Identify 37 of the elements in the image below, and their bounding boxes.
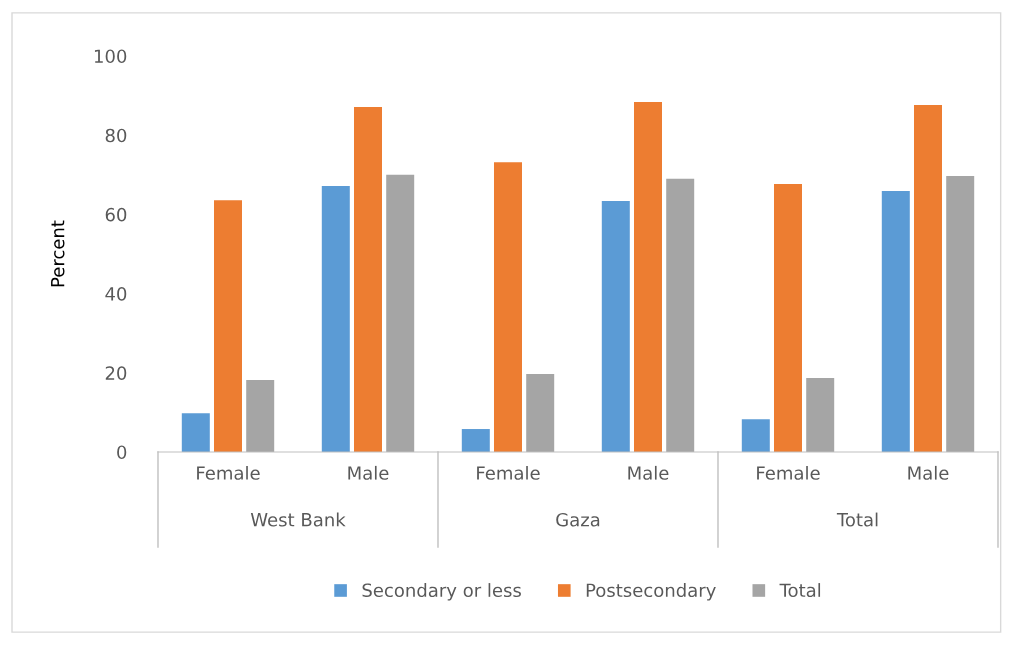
bar	[634, 101, 662, 452]
y-tick-label: 100	[94, 49, 127, 64]
bar	[321, 185, 350, 452]
bar	[354, 107, 382, 452]
bar	[526, 373, 555, 452]
bar	[214, 200, 242, 452]
bar	[741, 419, 770, 452]
bar	[806, 377, 835, 452]
y-tick-label: 0	[117, 445, 127, 460]
bar	[946, 175, 975, 452]
text: Gaza	[556, 512, 600, 527]
bar	[601, 200, 630, 452]
legend-label: Secondary or less	[362, 583, 521, 601]
bar	[461, 429, 490, 452]
x-tick-label: Male	[628, 465, 669, 480]
bar	[246, 379, 275, 452]
legend-label: Postsecondary	[586, 583, 716, 601]
bar	[881, 191, 910, 452]
bar	[774, 183, 802, 452]
bar	[494, 162, 522, 452]
y-axis-title: Percent	[51, 220, 65, 287]
x-tick-label: Female	[197, 465, 260, 480]
y-tick-label: 40	[105, 287, 127, 301]
x-tick-label: Female	[757, 465, 820, 480]
text: West Bank	[250, 512, 346, 527]
bar	[666, 178, 695, 452]
x-tick-label: Male	[908, 465, 949, 480]
y-tick-label: 20	[105, 366, 127, 380]
y-tick-label: 80	[105, 128, 127, 143]
x-tick-label: Female	[477, 465, 540, 480]
y-tick-label: 60	[105, 207, 127, 222]
bar	[386, 174, 415, 452]
bar	[181, 413, 210, 452]
text: Total	[836, 512, 878, 527]
x-tick-label: Male	[348, 465, 389, 480]
legend-label: Total	[779, 583, 821, 598]
bar	[914, 105, 942, 452]
